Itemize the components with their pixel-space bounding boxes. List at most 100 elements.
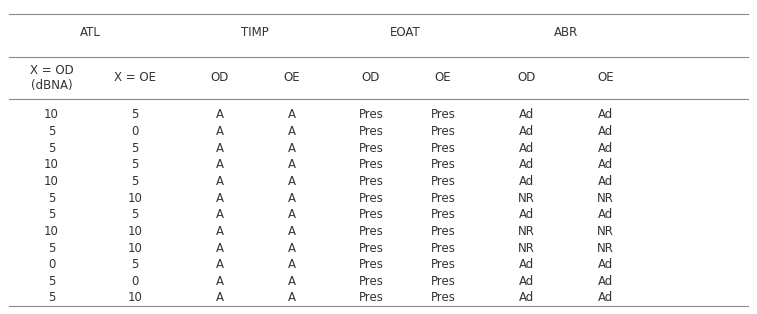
Text: Pres: Pres: [431, 125, 455, 138]
Text: Pres: Pres: [431, 225, 455, 238]
Text: Ad: Ad: [598, 108, 613, 122]
Text: NR: NR: [518, 192, 534, 205]
Text: 10: 10: [127, 291, 142, 305]
Text: 5: 5: [131, 175, 139, 188]
Text: A: A: [288, 225, 295, 238]
Text: OD: OD: [517, 71, 535, 84]
Text: OE: OE: [435, 71, 451, 84]
Text: A: A: [216, 175, 223, 188]
Text: 10: 10: [127, 192, 142, 205]
Text: Pres: Pres: [431, 291, 455, 305]
Text: A: A: [288, 192, 295, 205]
Text: Pres: Pres: [359, 208, 383, 221]
Text: Ad: Ad: [519, 125, 534, 138]
Text: 0: 0: [48, 258, 55, 271]
Text: OD: OD: [210, 71, 229, 84]
Text: A: A: [288, 241, 295, 255]
Text: Pres: Pres: [359, 158, 383, 171]
Text: 5: 5: [48, 192, 55, 205]
Text: Ad: Ad: [519, 275, 534, 288]
Text: ABR: ABR: [554, 26, 578, 39]
Text: Ad: Ad: [598, 291, 613, 305]
Text: NR: NR: [597, 192, 614, 205]
Text: Pres: Pres: [359, 258, 383, 271]
Text: Ad: Ad: [519, 258, 534, 271]
Text: 0: 0: [131, 125, 139, 138]
Text: ATL: ATL: [80, 26, 101, 39]
Text: A: A: [288, 175, 295, 188]
Text: 10: 10: [44, 225, 59, 238]
Text: Pres: Pres: [431, 192, 455, 205]
Text: A: A: [216, 258, 223, 271]
Text: Ad: Ad: [519, 142, 534, 155]
Text: 10: 10: [44, 108, 59, 122]
Text: NR: NR: [597, 241, 614, 255]
Text: A: A: [288, 142, 295, 155]
Text: Ad: Ad: [598, 175, 613, 188]
Text: A: A: [216, 125, 223, 138]
Text: A: A: [288, 208, 295, 221]
Text: Ad: Ad: [519, 158, 534, 171]
Text: Ad: Ad: [519, 175, 534, 188]
Text: 5: 5: [48, 275, 55, 288]
Text: A: A: [288, 275, 295, 288]
Text: NR: NR: [518, 225, 534, 238]
Text: Ad: Ad: [598, 158, 613, 171]
Text: OE: OE: [283, 71, 300, 84]
Text: 10: 10: [127, 241, 142, 255]
Text: A: A: [288, 258, 295, 271]
Text: A: A: [216, 142, 223, 155]
Text: 0: 0: [131, 275, 139, 288]
Text: Ad: Ad: [519, 108, 534, 122]
Text: Ad: Ad: [598, 258, 613, 271]
Text: Pres: Pres: [431, 158, 455, 171]
Text: Pres: Pres: [359, 108, 383, 122]
Text: Pres: Pres: [431, 175, 455, 188]
Text: 10: 10: [44, 175, 59, 188]
Text: 5: 5: [48, 208, 55, 221]
Text: 10: 10: [44, 158, 59, 171]
Text: A: A: [288, 291, 295, 305]
Text: OE: OE: [597, 71, 614, 84]
Text: Ad: Ad: [598, 208, 613, 221]
Text: Pres: Pres: [359, 291, 383, 305]
Text: A: A: [216, 291, 223, 305]
Text: Ad: Ad: [598, 275, 613, 288]
Text: Pres: Pres: [359, 225, 383, 238]
Text: X = OD
(dBNA): X = OD (dBNA): [30, 64, 73, 92]
Text: 5: 5: [131, 158, 139, 171]
Text: A: A: [216, 241, 223, 255]
Text: Pres: Pres: [431, 241, 455, 255]
Text: A: A: [216, 158, 223, 171]
Text: NR: NR: [518, 241, 534, 255]
Text: Pres: Pres: [359, 142, 383, 155]
Text: TIMP: TIMP: [241, 26, 269, 39]
Text: EOAT: EOAT: [390, 26, 420, 39]
Text: A: A: [288, 108, 295, 122]
Text: Pres: Pres: [359, 125, 383, 138]
Text: Pres: Pres: [359, 275, 383, 288]
Text: A: A: [288, 158, 295, 171]
Text: A: A: [216, 225, 223, 238]
Text: Pres: Pres: [431, 275, 455, 288]
Text: 5: 5: [131, 208, 139, 221]
Text: Ad: Ad: [519, 291, 534, 305]
Text: 5: 5: [48, 142, 55, 155]
Text: 5: 5: [48, 291, 55, 305]
Text: 5: 5: [131, 142, 139, 155]
Text: 5: 5: [48, 125, 55, 138]
Text: OD: OD: [362, 71, 380, 84]
Text: Pres: Pres: [431, 258, 455, 271]
Text: NR: NR: [597, 225, 614, 238]
Text: A: A: [216, 275, 223, 288]
Text: 5: 5: [131, 258, 139, 271]
Text: Pres: Pres: [431, 208, 455, 221]
Text: A: A: [288, 125, 295, 138]
Text: Pres: Pres: [359, 241, 383, 255]
Text: Pres: Pres: [359, 175, 383, 188]
Text: A: A: [216, 192, 223, 205]
Text: 5: 5: [48, 241, 55, 255]
Text: Ad: Ad: [598, 142, 613, 155]
Text: X = OE: X = OE: [114, 71, 156, 84]
Text: Ad: Ad: [519, 208, 534, 221]
